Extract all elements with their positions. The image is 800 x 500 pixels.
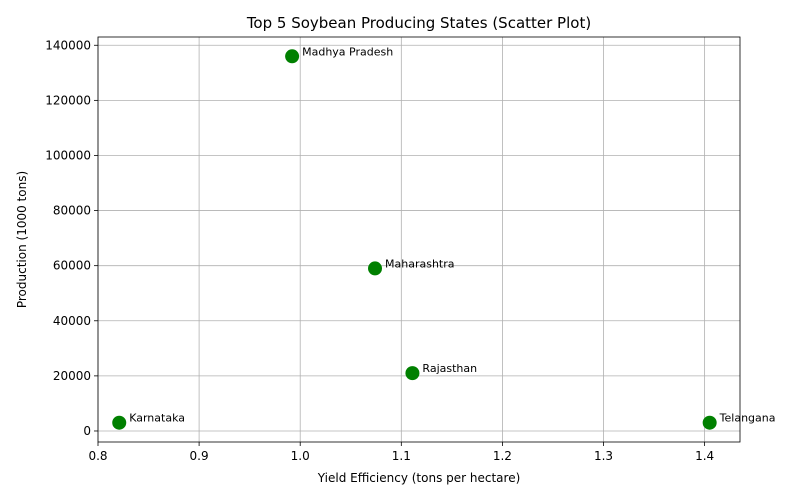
x-tick-label: 0.8 — [88, 449, 107, 463]
point-label: Madhya Pradesh — [302, 45, 393, 58]
x-tick-label: 1.1 — [392, 449, 411, 463]
x-axis: 0.8 0.9 1.0 1.1 1.2 1.3 1.4 — [88, 442, 714, 463]
x-tick-label: 1.2 — [493, 449, 512, 463]
y-tick-label: 20000 — [53, 369, 91, 383]
y-axis: 0 20000 40000 60000 80000 100000 120000 140000 — [45, 38, 98, 438]
y-tick-label: 0 — [83, 424, 91, 438]
data-point — [405, 366, 420, 381]
y-tick-label: 120000 — [45, 93, 91, 107]
data-point — [285, 49, 300, 64]
x-axis-label: Yield Efficiency (tons per hectare) — [317, 471, 521, 485]
x-tick-label: 1.4 — [695, 449, 714, 463]
x-tick-label: 1.0 — [291, 449, 310, 463]
y-tick-label: 40000 — [53, 314, 91, 328]
point-label: Telangana — [719, 412, 776, 425]
y-tick-label: 140000 — [45, 38, 91, 52]
point-label: Rajasthan — [422, 362, 477, 375]
y-tick-label: 80000 — [53, 204, 91, 218]
x-tick-label: 1.3 — [594, 449, 613, 463]
data-points: Madhya Pradesh Maharashtra Rajasthan Karnat… — [112, 45, 776, 430]
x-tick-label: 0.9 — [190, 449, 209, 463]
data-point — [368, 261, 383, 276]
chart-title: Top 5 Soybean Producing States (Scatter … — [246, 14, 591, 32]
point-label: Maharashtra — [385, 257, 455, 270]
grid — [97, 37, 740, 442]
y-axis-label: Production (1000 tons) — [15, 171, 29, 308]
y-tick-label: 100000 — [45, 148, 91, 162]
axes-frame — [97, 36, 741, 443]
point-label: Karnataka — [129, 412, 185, 425]
data-point — [112, 415, 127, 430]
y-tick-label: 60000 — [53, 259, 91, 273]
data-point — [702, 415, 717, 430]
